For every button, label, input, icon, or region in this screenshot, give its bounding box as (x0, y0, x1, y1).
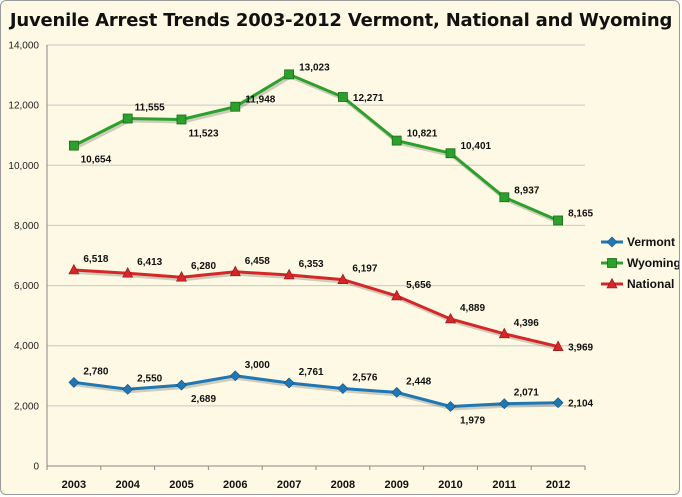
series-line-wyoming (73, 72, 559, 222)
series-line-national (73, 268, 559, 349)
x-tick-label: 2007 (277, 479, 301, 491)
data-point (445, 401, 456, 412)
data-point (499, 192, 510, 203)
data-point (176, 379, 187, 391)
data-point (391, 289, 403, 301)
data-label: 6,518 (83, 254, 108, 265)
data-label: 2,550 (137, 373, 162, 384)
data-label: 2,448 (406, 376, 431, 387)
data-point (337, 383, 349, 394)
data-label: 2,780 (83, 366, 108, 377)
y-tick-label: 4,000 (14, 341, 39, 352)
data-label: 6,458 (245, 256, 270, 267)
data-label: 2,104 (568, 399, 593, 410)
data-point (337, 273, 349, 284)
y-tick-label: 6,000 (14, 281, 39, 292)
legend-label-national: National (627, 277, 674, 291)
legend-label-wyoming: Wyoming (627, 256, 680, 270)
data-label: 6,353 (299, 259, 324, 270)
x-tick-label: 2006 (223, 479, 247, 491)
chart-title: Juvenile Arrest Trends 2003-2012 Vermont… (9, 10, 673, 31)
data-label: 6,413 (137, 257, 162, 268)
data-point (122, 383, 134, 395)
series-line-vermont (73, 374, 559, 409)
data-label: 2,761 (299, 367, 324, 378)
data-label: 4,889 (460, 303, 485, 314)
data-label: 2,689 (191, 394, 216, 405)
data-label: 8,165 (568, 208, 593, 219)
data-point (553, 215, 563, 226)
y-tick-label: 10,000 (8, 161, 39, 172)
plot-area (47, 45, 585, 466)
data-label: 12,271 (353, 93, 384, 104)
x-tick-label: 2011 (492, 479, 516, 491)
data-point (68, 376, 80, 388)
data-point (552, 340, 564, 351)
data-label: 2,071 (514, 388, 539, 399)
data-point (284, 69, 295, 80)
data-point (498, 398, 510, 410)
data-point (176, 271, 187, 282)
x-tick-label: 2004 (115, 479, 140, 491)
data-label: 11,523 (188, 128, 218, 139)
data-point (283, 377, 295, 389)
data-point (445, 312, 456, 324)
data-label: 6,280 (191, 261, 216, 272)
data-point (122, 113, 133, 124)
x-tick-label: 2009 (384, 479, 408, 491)
data-label: 3,969 (568, 343, 593, 354)
data-point (69, 140, 79, 151)
data-label: 11,948 (245, 95, 275, 106)
y-tick-label: 0 (33, 462, 39, 473)
data-point (445, 148, 456, 159)
data-point (122, 267, 134, 278)
legend-label-vermont: Vermont (627, 235, 675, 249)
data-point (606, 236, 618, 248)
data-label: 1,979 (460, 415, 485, 426)
x-tick-label: 2005 (169, 479, 193, 491)
x-tick-label: 2012 (546, 479, 570, 491)
data-label: 8,937 (514, 185, 539, 196)
x-tick-label: 2008 (331, 479, 355, 491)
data-label: 11,555 (135, 103, 165, 114)
series-shadow (75, 270, 561, 351)
data-point (176, 114, 187, 125)
y-tick-label: 12,000 (8, 101, 39, 112)
data-label: 6,197 (352, 264, 377, 275)
data-point (229, 265, 241, 277)
data-label: 10,654 (81, 155, 112, 166)
data-label: 5,656 (406, 280, 431, 291)
data-label: 2,576 (352, 373, 377, 384)
data-point (337, 92, 348, 102)
data-point (391, 135, 402, 146)
x-tick-label: 2010 (438, 479, 462, 491)
y-tick-label: 14,000 (8, 41, 39, 52)
y-tick-label: 2,000 (14, 401, 39, 412)
x-tick-label: 2003 (62, 479, 86, 491)
data-point (607, 258, 617, 268)
y-tick-label: 8,000 (14, 221, 39, 232)
data-label: 4,396 (514, 318, 539, 329)
data-point (391, 386, 403, 398)
data-point (68, 263, 80, 275)
data-label: 13,023 (299, 62, 330, 73)
data-label: 10,821 (407, 129, 438, 140)
series-shadow (75, 375, 560, 411)
data-point (498, 327, 510, 339)
data-point (229, 370, 241, 382)
data-point (552, 397, 564, 409)
data-label: 10,401 (461, 141, 492, 152)
data-point (230, 101, 241, 112)
data-point (606, 277, 618, 289)
data-label: 3,000 (245, 360, 270, 371)
data-point (283, 268, 295, 280)
